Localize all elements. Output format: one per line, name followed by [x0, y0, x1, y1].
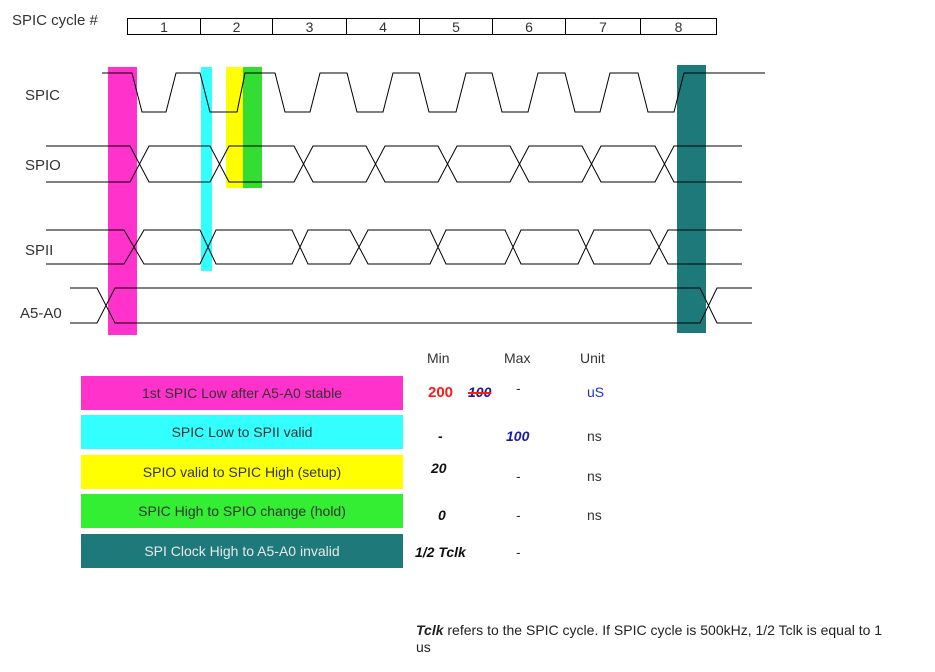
spic-waveform	[102, 72, 765, 113]
tclk-term: Tclk	[416, 622, 444, 638]
row1-max-value: -	[516, 380, 521, 396]
highlight-bar-green	[243, 67, 262, 188]
row2-unit-value: ns	[587, 428, 602, 444]
cycle-cell-7: 7	[565, 18, 641, 35]
legend-row-teal: SPI Clock High to A5-A0 invalid	[81, 534, 403, 568]
legend-row-yellow: SPIO valid to SPIC High (setup)	[81, 455, 403, 489]
signal-label-spic: SPIC	[25, 87, 61, 104]
row4-max-value: -	[516, 507, 521, 523]
signal-label-spio: SPIO	[25, 157, 61, 174]
highlight-bar-magenta	[108, 67, 137, 335]
a5-a0-waveform	[70, 287, 752, 324]
tclk-note-text: refers to the SPIC cycle. If SPIC cycle …	[416, 622, 883, 655]
column-header-unit: Unit	[580, 350, 605, 366]
tclk-footnote: Tclk refers to the SPIC cycle. If SPIC c…	[416, 622, 896, 656]
highlight-bar-teal	[677, 65, 706, 333]
highlight-bar-cyan	[201, 67, 212, 271]
cycle-cell-6: 6	[492, 18, 566, 35]
row2-max-value: 100	[506, 428, 530, 444]
highlight-bar-yellow	[226, 67, 246, 188]
row1-unit-value: uS	[587, 384, 605, 400]
legend-row-cyan: SPIC Low to SPII valid	[81, 415, 403, 449]
column-header-min: Min	[427, 350, 450, 366]
row5-min-value: 1/2 Tclk	[415, 544, 466, 560]
cycle-cell-2: 2	[200, 18, 273, 35]
row4-min-value: 0	[438, 507, 446, 523]
spio-waveform	[46, 145, 742, 183]
cycle-cell-1: 1	[127, 18, 201, 35]
legend-row-magenta: 1st SPIC Low after A5-A0 stable	[81, 376, 403, 410]
cycle-cell-5: 5	[419, 18, 493, 35]
signal-label-a5-a0: A5-A0	[20, 305, 62, 322]
legend-row-green: SPIC High to SPIO change (hold)	[81, 494, 403, 528]
signal-label-spii: SPII	[25, 242, 54, 259]
cycle-header-label: SPIC cycle #	[12, 12, 98, 29]
row5-max-value: -	[516, 544, 521, 560]
row3-min-value: 20	[431, 460, 447, 476]
row1-min-value: 200	[428, 384, 454, 401]
row1-min-struck-value: 100	[468, 384, 492, 400]
timing-diagram	[46, 65, 765, 335]
cycle-cell-8: 8	[640, 18, 717, 35]
cycle-cell-3: 3	[272, 18, 347, 35]
column-header-max: Max	[504, 350, 531, 366]
row4-unit-value: ns	[587, 507, 602, 523]
row3-unit-value: ns	[587, 468, 602, 484]
row2-min-value: -	[438, 428, 443, 444]
row3-max-value: -	[516, 468, 521, 484]
spii-waveform	[46, 229, 742, 265]
